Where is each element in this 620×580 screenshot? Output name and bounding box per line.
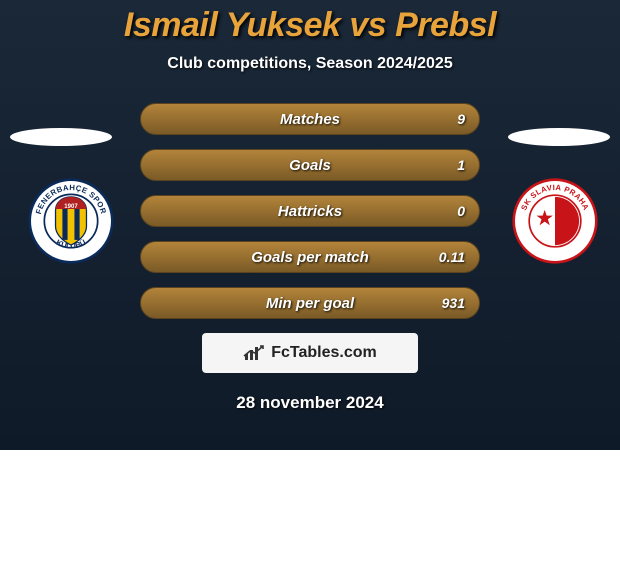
stat-row-min-per-goal: Min per goal 931: [140, 287, 480, 319]
stat-value: 0: [457, 203, 465, 219]
brand-text: FcTables.com: [271, 344, 377, 362]
stat-row-goals-per-match: Goals per match 0.11: [140, 241, 480, 273]
bar-chart-icon: [243, 344, 265, 362]
platform-right: [508, 128, 610, 146]
stat-label: Matches: [280, 111, 340, 128]
stat-row-hattricks: Hattricks 0: [140, 195, 480, 227]
stat-label: Hattricks: [278, 203, 342, 220]
stat-value: 1: [457, 157, 465, 173]
slavia-praha-crest-icon: SK SLAVIA PRAHA FOTBAL: [512, 178, 598, 264]
stat-label: Min per goal: [266, 295, 354, 312]
stat-row-matches: Matches 9: [140, 103, 480, 135]
brand-box: FcTables.com: [202, 333, 418, 373]
stat-value: 9: [457, 111, 465, 127]
stat-label: Goals: [289, 157, 331, 174]
comparison-card: Ismail Yuksek vs Prebsl Club competition…: [0, 0, 620, 450]
stat-label: Goals per match: [251, 249, 369, 266]
stat-value: 931: [442, 295, 465, 311]
fenerbahce-crest-icon: FENERBAHÇE SPOR KULÜBÜ 1907: [28, 178, 114, 264]
subtitle: Club competitions, Season 2024/2025: [0, 55, 620, 73]
stat-value: 0.11: [439, 249, 465, 265]
platform-left: [10, 128, 112, 146]
stat-row-goals: Goals 1: [140, 149, 480, 181]
page-title: Ismail Yuksek vs Prebsl: [0, 0, 620, 45]
date-text: 28 november 2024: [0, 393, 620, 413]
svg-text:1907: 1907: [64, 204, 78, 210]
